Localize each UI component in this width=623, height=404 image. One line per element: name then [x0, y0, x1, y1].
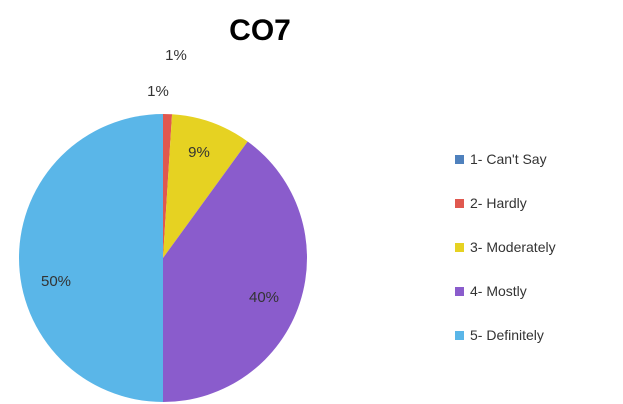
slice-hardly: [163, 114, 173, 258]
legend-swatch: [455, 330, 464, 340]
legend-swatch: [455, 154, 464, 164]
legend-item-mostly: 4- Mostly: [455, 280, 620, 302]
chart-title: CO7: [229, 14, 291, 47]
data-label: 1%: [147, 83, 169, 100]
data-label: 40%: [249, 289, 279, 306]
legend-label: 1- Can't Say: [470, 151, 547, 167]
slice-definitely: [19, 114, 163, 402]
legend-item-hardly: 2- Hardly: [455, 192, 620, 214]
legend-label: 5- Definitely: [470, 327, 544, 343]
legend-label: 2- Hardly: [470, 195, 527, 211]
legend-item-cant-say: 1- Can't Say: [455, 148, 620, 170]
legend: 1- Can't Say 2- Hardly 3- Moderately 4- …: [455, 148, 620, 368]
legend-item-definitely: 5- Definitely: [455, 324, 620, 346]
legend-label: 3- Moderately: [470, 239, 556, 255]
data-label: 9%: [188, 144, 210, 161]
legend-swatch: [455, 286, 464, 296]
slice-moderately: [163, 114, 248, 258]
legend-item-moderately: 3- Moderately: [455, 236, 620, 258]
data-label: 50%: [41, 273, 71, 290]
legend-swatch: [455, 242, 464, 252]
slice-mostly: [163, 141, 307, 402]
data-label: 1%: [165, 47, 187, 64]
legend-label: 4- Mostly: [470, 283, 527, 299]
legend-swatch: [455, 198, 464, 208]
